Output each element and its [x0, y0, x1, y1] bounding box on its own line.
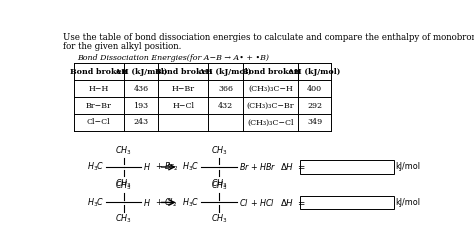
Text: $CH_3$: $CH_3$ — [115, 180, 132, 192]
Text: $+\ Br_2$: $+\ Br_2$ — [155, 161, 178, 173]
Text: Bond broken: Bond broken — [70, 68, 128, 76]
Bar — [300, 160, 393, 174]
Bar — [300, 196, 393, 209]
Text: ΔH (kJ/mol): ΔH (kJ/mol) — [115, 68, 167, 76]
Text: $H$: $H$ — [143, 161, 151, 173]
Text: $H_3C$: $H_3C$ — [87, 196, 104, 209]
Text: $\Delta H\ =$: $\Delta H\ =$ — [280, 197, 305, 208]
Text: $Br$: $Br$ — [238, 161, 250, 173]
Text: for the given alkyl position.: for the given alkyl position. — [63, 42, 181, 51]
Text: Use the table of bond dissociation energies to calculate and compare the enthalp: Use the table of bond dissociation energ… — [63, 33, 474, 42]
Text: H−Br: H−Br — [172, 85, 195, 93]
Text: Br−Br: Br−Br — [86, 102, 112, 110]
Text: $CH_3$: $CH_3$ — [115, 177, 132, 190]
Text: $H$: $H$ — [143, 197, 151, 208]
Text: 400: 400 — [307, 85, 322, 93]
Text: kJ/mol: kJ/mol — [395, 198, 420, 207]
Text: $H_3C$: $H_3C$ — [87, 161, 104, 173]
Text: $\Delta H\ =$: $\Delta H\ =$ — [280, 161, 305, 173]
Text: $CH_3$: $CH_3$ — [210, 180, 228, 192]
Text: Cl−Cl: Cl−Cl — [87, 119, 110, 126]
Text: H−H: H−H — [89, 85, 109, 93]
Text: 243: 243 — [133, 119, 148, 126]
Text: 193: 193 — [133, 102, 148, 110]
Text: $+\ Cl_2$: $+\ Cl_2$ — [155, 196, 177, 209]
Text: $CH_3$: $CH_3$ — [210, 144, 228, 157]
Text: $CH_3$: $CH_3$ — [115, 213, 132, 225]
Text: $CH_3$: $CH_3$ — [210, 213, 228, 225]
Text: ΔH (kJ/mol): ΔH (kJ/mol) — [199, 68, 252, 76]
Text: 436: 436 — [133, 85, 148, 93]
Text: $Cl$: $Cl$ — [238, 197, 248, 208]
Text: ΔH (kJ/mol): ΔH (kJ/mol) — [288, 68, 341, 76]
Text: (CH₃)₃C−Cl: (CH₃)₃C−Cl — [247, 119, 294, 126]
Text: $CH_3$: $CH_3$ — [210, 177, 228, 190]
Text: Bond broken: Bond broken — [242, 68, 299, 76]
Text: $+\ HCl$: $+\ HCl$ — [250, 197, 275, 208]
Text: 292: 292 — [307, 102, 322, 110]
Text: (CH₃)₃C−Br: (CH₃)₃C−Br — [246, 102, 294, 110]
Text: $H_3C$: $H_3C$ — [182, 161, 200, 173]
Text: Bond broken: Bond broken — [155, 68, 212, 76]
Text: Bond Dissociation Energies(for A−B → A• + •B): Bond Dissociation Energies(for A−B → A• … — [78, 54, 270, 62]
Text: 349: 349 — [307, 119, 322, 126]
Text: 366: 366 — [218, 85, 233, 93]
Text: 432: 432 — [218, 102, 233, 110]
Text: $H_3C$: $H_3C$ — [182, 196, 200, 209]
Text: $CH_3$: $CH_3$ — [115, 144, 132, 157]
Text: kJ/mol: kJ/mol — [395, 162, 420, 172]
Text: (CH₃)₃C−H: (CH₃)₃C−H — [248, 85, 293, 93]
Text: H−Cl: H−Cl — [172, 102, 194, 110]
Text: $+\ HBr$: $+\ HBr$ — [250, 161, 277, 173]
